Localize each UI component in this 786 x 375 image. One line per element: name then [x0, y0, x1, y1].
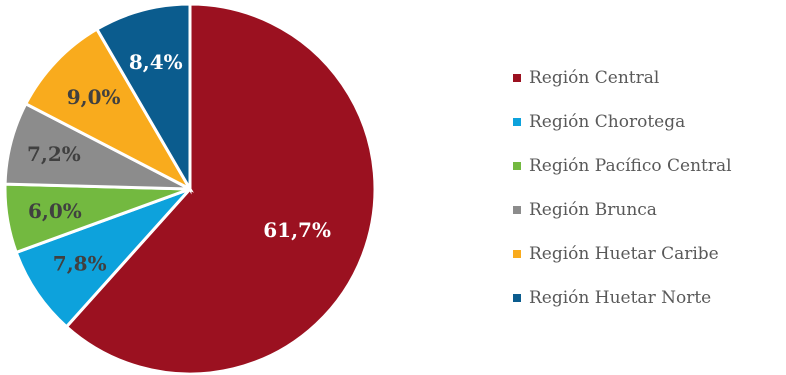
legend-label: Región Brunca: [529, 200, 657, 220]
legend-item-region-huetar-norte: Región Huetar Norte: [513, 288, 711, 308]
legend-label: Región Central: [529, 68, 659, 88]
data-label-region-brunca: 7,2%: [27, 142, 81, 166]
pie-slice-region-huetar-caribe: [23, 27, 194, 193]
legend-swatch: [513, 162, 521, 170]
legend-swatch: [513, 250, 521, 258]
legend: Región Central Región Chorotega Región Pac…: [513, 68, 732, 308]
legend-swatch: [513, 206, 521, 214]
pie-slice-region-central: [64, 2, 377, 375]
legend-label: Región Huetar Caribe: [529, 244, 719, 264]
pie-data-labels: 61,7% 7,8% 6,0% 7,2% 9,0% 8,4%: [27, 50, 331, 275]
data-label-region-chorotega: 7,8%: [53, 252, 107, 276]
legend-item-region-pacifico-central: Región Pacífico Central: [513, 156, 732, 176]
legend-item-region-huetar-caribe: Región Huetar Caribe: [513, 244, 719, 264]
legend-swatch: [513, 74, 521, 82]
legend-label: Región Chorotega: [529, 112, 685, 132]
data-label-region-central: 61,7%: [263, 218, 331, 242]
legend-label: Región Huetar Norte: [529, 288, 711, 308]
pie-slices: [3, 2, 377, 375]
data-label-region-huetar-norte: 8,4%: [129, 50, 183, 74]
data-label-region-huetar-caribe: 9,0%: [67, 85, 121, 109]
legend-item-region-chorotega: Región Chorotega: [513, 112, 685, 132]
legend-label: Región Pacífico Central: [529, 156, 732, 176]
legend-item-region-central: Región Central: [513, 68, 659, 88]
legend-swatch: [513, 118, 521, 126]
legend-swatch: [513, 294, 521, 302]
data-label-region-pacifico-central: 6,0%: [28, 199, 82, 223]
legend-item-region-brunca: Región Brunca: [513, 200, 657, 220]
pie-slice-region-huetar-norte: [94, 2, 192, 195]
